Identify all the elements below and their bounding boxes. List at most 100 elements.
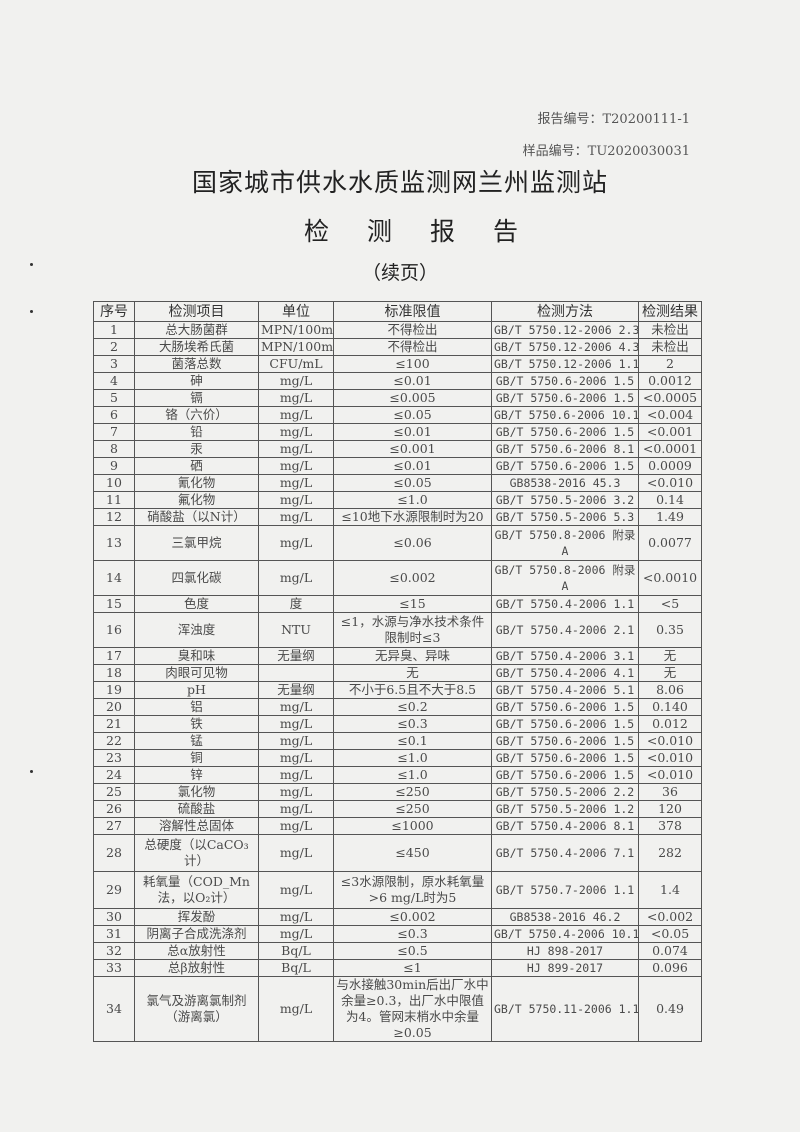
table-row: 24 锌 mg/L ≤1.0 GB/T 5750.6-2006 1.5 <0.010 (93, 766, 702, 784)
cell-index: 4 (93, 372, 135, 390)
cell-index: 27 (93, 817, 135, 835)
cell-index: 16 (93, 612, 135, 648)
cell-unit: mg/L (258, 834, 334, 872)
cell-item: 浑浊度 (134, 612, 259, 648)
cell-result: 1.4 (638, 871, 702, 909)
cell-item: pH (134, 681, 259, 699)
cell-result: 0.0077 (638, 525, 702, 561)
cell-unit: 无量纲 (258, 647, 334, 665)
cell-index: 7 (93, 423, 135, 441)
table-row: 7 铅 mg/L ≤0.01 GB/T 5750.6-2006 1.5 <0.001 (93, 423, 702, 441)
cell-item: 铬（六价） (134, 406, 259, 424)
cell-unit: Bq/L (258, 959, 334, 977)
cell-result: 无 (638, 647, 702, 665)
cell-item: 臭和味 (134, 647, 259, 665)
cell-method: GB/T 5750.8-2006 附录A (491, 560, 639, 596)
cell-index: 29 (93, 871, 135, 909)
cell-index: 8 (93, 440, 135, 458)
cell-result: <0.05 (638, 925, 702, 943)
cell-item: 铅 (134, 423, 259, 441)
table-row: 19 pH 无量纲 不小于6.5且不大于8.5 GB/T 5750.4-2006 5.1… (93, 681, 702, 699)
cell-result: 0.0012 (638, 372, 702, 390)
cell-index: 31 (93, 925, 135, 943)
cell-method: GB/T 5750.12-2006 1.1 (491, 355, 639, 373)
cell-limit: ≤0.01 (333, 372, 492, 390)
cell-result: <0.002 (638, 908, 702, 926)
cell-unit: mg/L (258, 925, 334, 943)
cell-limit: 无异臭、异味 (333, 647, 492, 665)
cell-method: GB/T 5750.5-2006 1.2 (491, 800, 639, 818)
cell-method: GB/T 5750.4-2006 10.1 (491, 925, 639, 943)
table-header: 序号 检测项目 单位 标准限值 检测方法 检测结果 (93, 301, 702, 322)
cell-result: 0.096 (638, 959, 702, 977)
cell-result: 8.06 (638, 681, 702, 699)
cell-result: <0.010 (638, 474, 702, 492)
header-col-limit: 标准限值 (333, 301, 492, 322)
table-row: 23 铜 mg/L ≤1.0 GB/T 5750.6-2006 1.5 <0.010 (93, 749, 702, 767)
cell-limit: ≤250 (333, 800, 492, 818)
cell-result: 未检出 (638, 338, 702, 356)
cell-result: <0.0001 (638, 440, 702, 458)
cell-index: 18 (93, 664, 135, 682)
cell-method: GB/T 5750.6-2006 8.1 (491, 440, 639, 458)
table-row: 2 大肠埃希氏菌 MPN/100mL 不得检出 GB/T 5750.12-2006 4.… (93, 338, 702, 356)
cell-limit: ≤0.3 (333, 925, 492, 943)
cell-result: 0.012 (638, 715, 702, 733)
cell-limit: ≤0.05 (333, 474, 492, 492)
cell-index: 3 (93, 355, 135, 373)
scan-mark (30, 770, 33, 773)
cell-item: 汞 (134, 440, 259, 458)
cell-limit: ≤0.005 (333, 389, 492, 407)
cell-unit: mg/L (258, 749, 334, 767)
cell-limit: 不小于6.5且不大于8.5 (333, 681, 492, 699)
table-row: 20 铝 mg/L ≤0.2 GB/T 5750.6-2006 1.5 0.140 (93, 698, 702, 716)
cell-result: 120 (638, 800, 702, 818)
cell-result: <0.0010 (638, 560, 702, 596)
cell-limit: ≤1 (333, 959, 492, 977)
table-row: 21 铁 mg/L ≤0.3 GB/T 5750.6-2006 1.5 0.012 (93, 715, 702, 733)
cell-index: 32 (93, 942, 135, 960)
cell-result: 0.49 (638, 976, 702, 1042)
cell-item: 四氯化碳 (134, 560, 259, 596)
cell-method: GB/T 5750.6-2006 1.5 (491, 732, 639, 750)
cell-limit: ≤0.01 (333, 457, 492, 475)
cell-limit: ≤100 (333, 355, 492, 373)
table-row: 6 铬（六价） mg/L ≤0.05 GB/T 5750.6-2006 10.1 <0.0… (93, 406, 702, 424)
cell-method: GB/T 5750.6-2006 1.5 (491, 372, 639, 390)
cell-limit: ≤0.05 (333, 406, 492, 424)
cell-limit: ≤1.0 (333, 766, 492, 784)
cell-index: 20 (93, 698, 135, 716)
cell-method: GB/T 5750.6-2006 1.5 (491, 423, 639, 441)
cell-unit: mg/L (258, 508, 334, 526)
header-col-index: 序号 (93, 301, 135, 322)
table-row: 9 硒 mg/L ≤0.01 GB/T 5750.6-2006 1.5 0.0009 (93, 457, 702, 475)
cell-unit: mg/L (258, 871, 334, 909)
table-row: 12 硝酸盐（以N计） mg/L ≤10地下水源限制时为20 GB/T 5750.5-2… (93, 508, 702, 526)
cell-method: GB/T 5750.8-2006 附录A (491, 525, 639, 561)
cell-limit: 不得检出 (333, 338, 492, 356)
cell-index: 11 (93, 491, 135, 509)
table-row: 25 氯化物 mg/L ≤250 GB/T 5750.5-2006 2.2 36 (93, 783, 702, 801)
header-col-item: 检测项目 (134, 301, 259, 322)
table-row: 4 砷 mg/L ≤0.01 GB/T 5750.6-2006 1.5 0.0012 (93, 372, 702, 390)
table-row: 26 硫酸盐 mg/L ≤250 GB/T 5750.5-2006 1.2 120 (93, 800, 702, 818)
table-row: 8 汞 mg/L ≤0.001 GB/T 5750.6-2006 8.1 <0.0001 (93, 440, 702, 458)
cell-limit: 不得检出 (333, 321, 492, 339)
cell-limit: ≤450 (333, 834, 492, 872)
cell-item: 大肠埃希氏菌 (134, 338, 259, 356)
cell-method: GB8538-2016 46.2 (491, 908, 639, 926)
cell-unit: mg/L (258, 560, 334, 596)
table-row: 14 四氯化碳 mg/L ≤0.002 GB/T 5750.8-2006 附录A <0.0… (93, 560, 702, 596)
cell-limit: ≤0.001 (333, 440, 492, 458)
cell-limit: 无 (333, 664, 492, 682)
cell-method: HJ 898-2017 (491, 942, 639, 960)
header-col-result: 检测结果 (638, 301, 702, 322)
cell-result: <0.010 (638, 766, 702, 784)
cell-unit: mg/L (258, 440, 334, 458)
cell-unit: mg/L (258, 474, 334, 492)
cell-limit: ≤0.5 (333, 942, 492, 960)
cell-limit: ≤250 (333, 783, 492, 801)
cell-unit: NTU (258, 612, 334, 648)
cell-result: 1.49 (638, 508, 702, 526)
table-row: 5 镉 mg/L ≤0.005 GB/T 5750.6-2006 1.5 <0.0005 (93, 389, 702, 407)
